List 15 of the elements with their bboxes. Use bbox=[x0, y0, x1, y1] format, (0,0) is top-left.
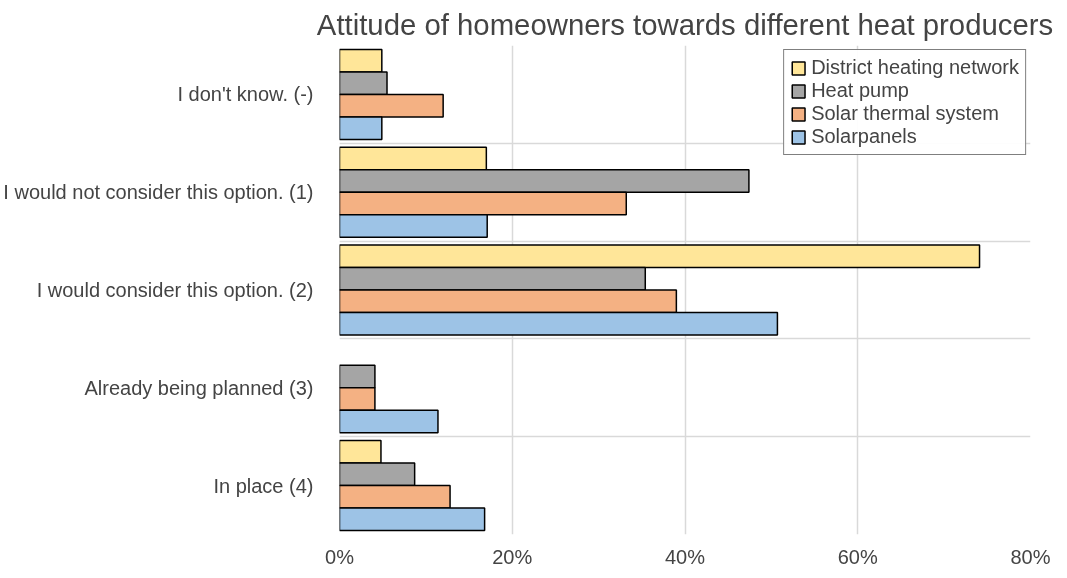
legend-label: Solar thermal system bbox=[811, 102, 999, 125]
x-tick-label: 60% bbox=[837, 545, 878, 568]
legend-label: Solarpanels bbox=[811, 125, 917, 148]
chart-title: Attitude of homeowners towards different heat producers bbox=[316, 7, 1054, 41]
y-tick-label: I would not consider this option. (1) bbox=[3, 181, 314, 204]
legend-label: Heat pump bbox=[811, 79, 909, 102]
legend-label: District heating network bbox=[811, 56, 1019, 79]
y-tick-label: I don't know. (-) bbox=[177, 83, 314, 106]
x-tick-label: 0% bbox=[325, 545, 355, 568]
y-tick-label: I would consider this option. (2) bbox=[36, 279, 314, 301]
x-tick-label: 80% bbox=[1010, 545, 1051, 568]
y-tick-label: Already being planned (3) bbox=[84, 376, 314, 399]
y-tick-label: In place (4) bbox=[213, 474, 314, 497]
x-tick-label: 40% bbox=[664, 545, 706, 568]
x-tick-label: 20% bbox=[492, 545, 533, 568]
